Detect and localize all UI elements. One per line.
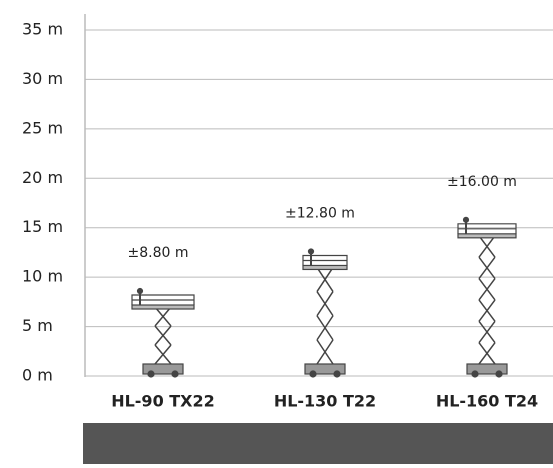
- wheel: [309, 370, 317, 378]
- wheel: [495, 370, 503, 378]
- platform: [302, 264, 348, 271]
- person-head: [136, 287, 144, 295]
- rail: [302, 254, 348, 266]
- y-tick-label: 0 m: [22, 366, 53, 385]
- y-tick-label: 15 m: [22, 217, 63, 236]
- lift: [457, 216, 517, 378]
- footer-band: [83, 423, 553, 464]
- lift-base: [304, 363, 346, 375]
- wheel: [471, 370, 479, 378]
- value-label: ±8.80 m: [128, 245, 189, 261]
- wheel: [171, 370, 179, 378]
- person-head: [307, 248, 315, 255]
- y-tick-label: 25 m: [22, 118, 63, 137]
- x-tick-label: HL-130 T22: [274, 392, 376, 411]
- scissor: [478, 235, 496, 365]
- wheel: [333, 370, 341, 378]
- lift-base: [466, 363, 508, 375]
- y-tick-label: 35 m: [22, 20, 63, 39]
- value-label: ±12.80 m: [285, 205, 355, 221]
- lift: [131, 287, 195, 378]
- platform: [457, 233, 517, 239]
- rail: [457, 223, 517, 234]
- rail: [131, 294, 195, 306]
- value-label: ±16.00 m: [447, 174, 517, 190]
- platform: [131, 304, 195, 310]
- lift: [302, 248, 348, 378]
- x-tick-label: HL-90 TX22: [111, 392, 215, 411]
- person-head: [462, 216, 470, 223]
- y-tick-label: 10 m: [22, 267, 63, 286]
- x-tick-label: HL-160 T24: [436, 392, 538, 411]
- wheel: [147, 370, 155, 378]
- y-tick-label: 5 m: [22, 316, 53, 335]
- scissor: [316, 267, 334, 365]
- y-tick-label: 20 m: [22, 168, 63, 187]
- scissor: [154, 306, 172, 365]
- lift-base: [142, 363, 184, 375]
- y-tick-label: 30 m: [22, 69, 63, 88]
